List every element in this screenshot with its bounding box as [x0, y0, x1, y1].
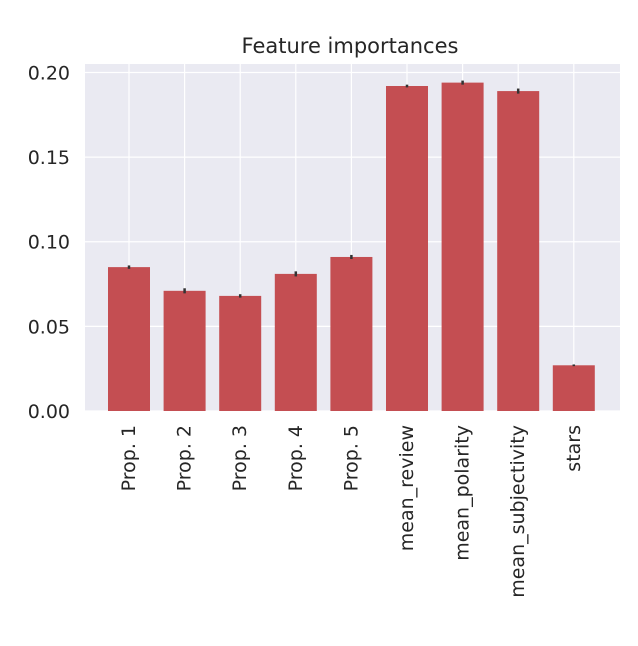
y-tick-label: 0.20 [28, 62, 70, 84]
x-tick-label: Prop. 1 [118, 425, 140, 491]
x-tick-label: mean_subjectivity [507, 425, 529, 598]
bars [108, 82, 595, 412]
x-tick-label: Prop. 3 [229, 425, 251, 491]
y-tick-label: 0.15 [28, 147, 70, 169]
bar [330, 256, 373, 411]
bar [163, 290, 206, 411]
chart-title: Feature importances [242, 34, 459, 58]
bar [497, 91, 540, 412]
y-axis-ticks: 0.00 0.05 0.10 0.15 0.20 [28, 62, 70, 423]
y-tick-label: 0.05 [28, 316, 70, 338]
x-tick-label: Prop. 4 [285, 425, 307, 491]
y-tick-label: 0.00 [28, 401, 70, 423]
error-bars [127, 80, 576, 367]
x-tick-label: mean_review [396, 425, 418, 551]
bar [219, 295, 262, 411]
y-tick-label: 0.10 [28, 232, 70, 254]
bar [274, 273, 317, 411]
x-tick-label: mean_polarity [452, 425, 474, 561]
bar [441, 82, 484, 412]
bar [552, 365, 595, 411]
x-tick-label: Prop. 5 [340, 425, 362, 491]
bar [108, 267, 150, 411]
x-tick-label: Prop. 2 [174, 425, 196, 491]
x-axis-ticks: Prop. 1 Prop. 2 Prop. 3 Prop. 4 Prop. 5 mean_… [118, 425, 585, 598]
bar [386, 86, 428, 411]
x-tick-label: stars [563, 425, 585, 472]
